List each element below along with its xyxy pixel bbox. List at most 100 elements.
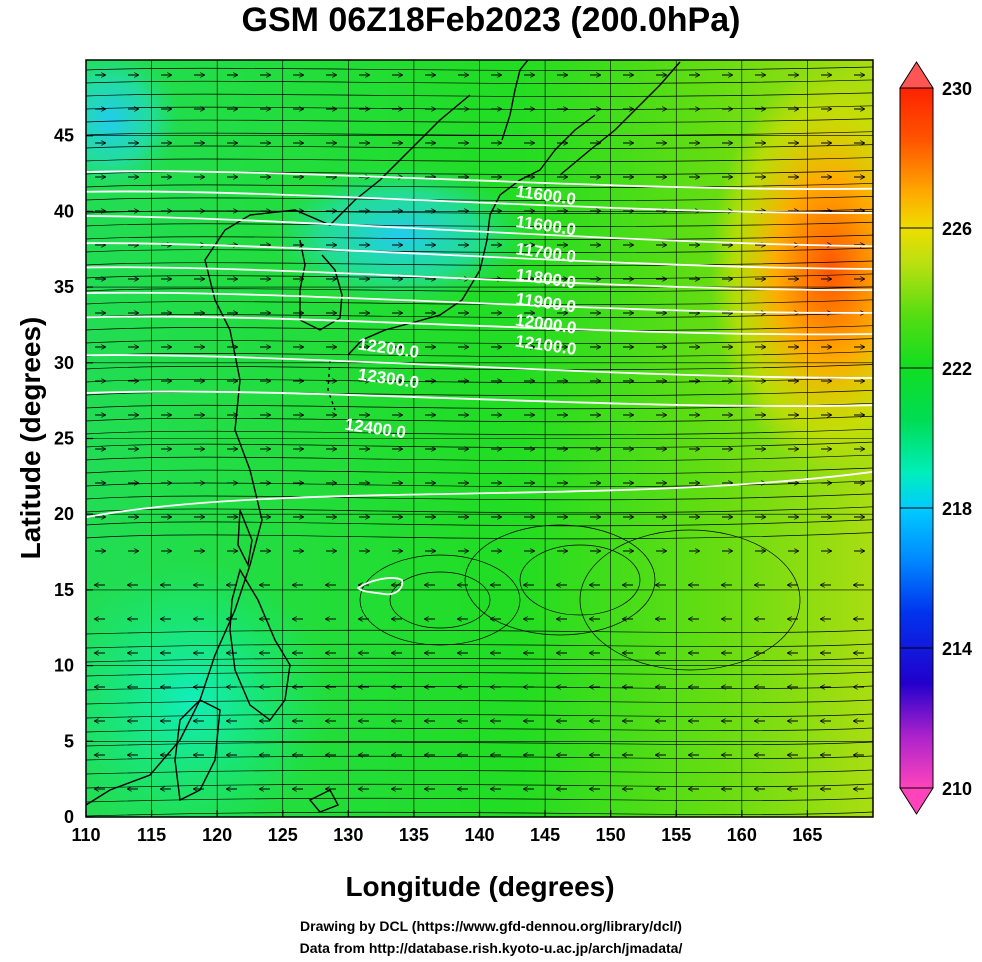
y-tick-label: 10 [54, 656, 74, 676]
colorbar-tick-label: 210 [942, 779, 972, 799]
plot-area: 11600.011600.011700.011800.011900.012000… [86, 60, 873, 817]
streamline [86, 643, 873, 649]
streamline [86, 532, 873, 540]
coastline-island-chain [327, 359, 336, 411]
colorbar-ticks: 230 226 222 218 214 210 [900, 79, 972, 799]
streamline [86, 797, 873, 803]
y-axis-ticks: 0 5 10 15 20 25 30 35 40 45 [54, 126, 93, 827]
streamline [86, 390, 873, 397]
coastline-sakhalin [501, 60, 529, 141]
y-tick-label: 40 [54, 201, 74, 221]
streamline [86, 755, 873, 761]
streamline [86, 657, 873, 663]
x-tick-label: 150 [596, 825, 626, 845]
coastlines [86, 60, 681, 813]
streamline [86, 234, 873, 240]
y-tick-label: 20 [54, 504, 74, 524]
streamline [86, 811, 873, 817]
streamline [86, 157, 873, 162]
x-tick-label: 115 [137, 825, 166, 845]
streamline [86, 118, 873, 123]
height-contour [86, 390, 873, 407]
streamline [86, 286, 873, 293]
credit-data: Data from http://database.rish.kyoto-u.a… [299, 940, 683, 956]
x-tick-label: 145 [530, 825, 560, 845]
y-tick-label: 5 [64, 731, 74, 751]
x-tick-label: 125 [268, 825, 298, 845]
coastline-asia [86, 94, 471, 806]
coastline-taiwan [237, 509, 253, 568]
streamline [86, 144, 873, 149]
height-contour [86, 170, 873, 190]
colorbar-tick-label: 222 [942, 359, 972, 379]
streamline [86, 221, 873, 227]
streamline [86, 783, 873, 789]
streamline-vortex [519, 544, 641, 616]
streamline [86, 441, 873, 449]
streamline [86, 312, 873, 319]
coastline-japan [347, 114, 596, 356]
streamline [86, 351, 873, 358]
coastline-korea [299, 239, 343, 331]
colorbar-tick-label: 214 [942, 639, 972, 659]
streamline [86, 467, 873, 475]
streamline [86, 415, 873, 423]
x-axis-title: Longitude (degrees) [345, 871, 614, 902]
streamline [86, 519, 873, 527]
height-contour [86, 242, 873, 270]
height-contour [86, 190, 873, 214]
streamline [86, 493, 873, 501]
cool-region-northwest [86, 60, 180, 190]
streamline [86, 629, 873, 635]
streamline [86, 260, 873, 266]
streamline-vortex [359, 554, 521, 646]
height-contour [86, 291, 873, 314]
streamline [86, 247, 873, 253]
x-tick-label: 110 [71, 825, 100, 845]
warm-region-east [710, 70, 873, 470]
colorbar-tick-label: 230 [942, 79, 972, 99]
height-contours [86, 170, 873, 519]
x-tick-label: 155 [661, 825, 691, 845]
streamline [86, 402, 873, 410]
coastline-philippines [229, 568, 291, 721]
streamline [86, 741, 873, 747]
streamline [86, 364, 873, 371]
streamline [86, 769, 873, 775]
x-tick-label: 140 [464, 825, 494, 845]
cool-region-north [270, 165, 530, 305]
streamlines [86, 66, 873, 817]
streamline [86, 79, 873, 84]
streamline [86, 92, 873, 97]
y-tick-label: 0 [64, 807, 74, 827]
x-tick-label: 135 [399, 825, 429, 845]
colorbar-tick-label: 226 [942, 219, 972, 239]
colorbar-body [899, 87, 934, 789]
coastline-borneo [174, 699, 221, 802]
colorbar-top-arrow [899, 61, 934, 89]
streamline-vortex [464, 524, 656, 636]
y-tick-label: 25 [54, 429, 74, 449]
y-axis-title: Latitude (degrees) [15, 317, 46, 560]
streamline-vortex [579, 529, 801, 671]
streamline [86, 299, 873, 306]
colorbar: 230 226 222 218 214 210 [899, 61, 972, 815]
x-axis-ticks: 110 115 120 125 130 135 140 145 150 155 160 165 [71, 810, 822, 845]
coastline-new-guinea [308, 789, 339, 813]
streamline [86, 325, 873, 332]
colorbar-bottom-arrow [899, 787, 934, 815]
streamline [86, 338, 873, 345]
streamline [86, 727, 873, 733]
colorbar-tick-label: 218 [942, 499, 972, 519]
streamline [86, 713, 873, 719]
x-tick-label: 165 [792, 825, 822, 845]
x-tick-label: 120 [202, 825, 232, 845]
height-contour [86, 266, 873, 292]
streamline [86, 699, 873, 705]
x-tick-label: 160 [727, 825, 757, 845]
y-tick-label: 30 [54, 353, 74, 373]
height-contour [86, 315, 873, 336]
streamline-vortex [389, 571, 491, 629]
chart-title: GSM 06Z18Feb2023 (200.0hPa) [241, 1, 741, 39]
